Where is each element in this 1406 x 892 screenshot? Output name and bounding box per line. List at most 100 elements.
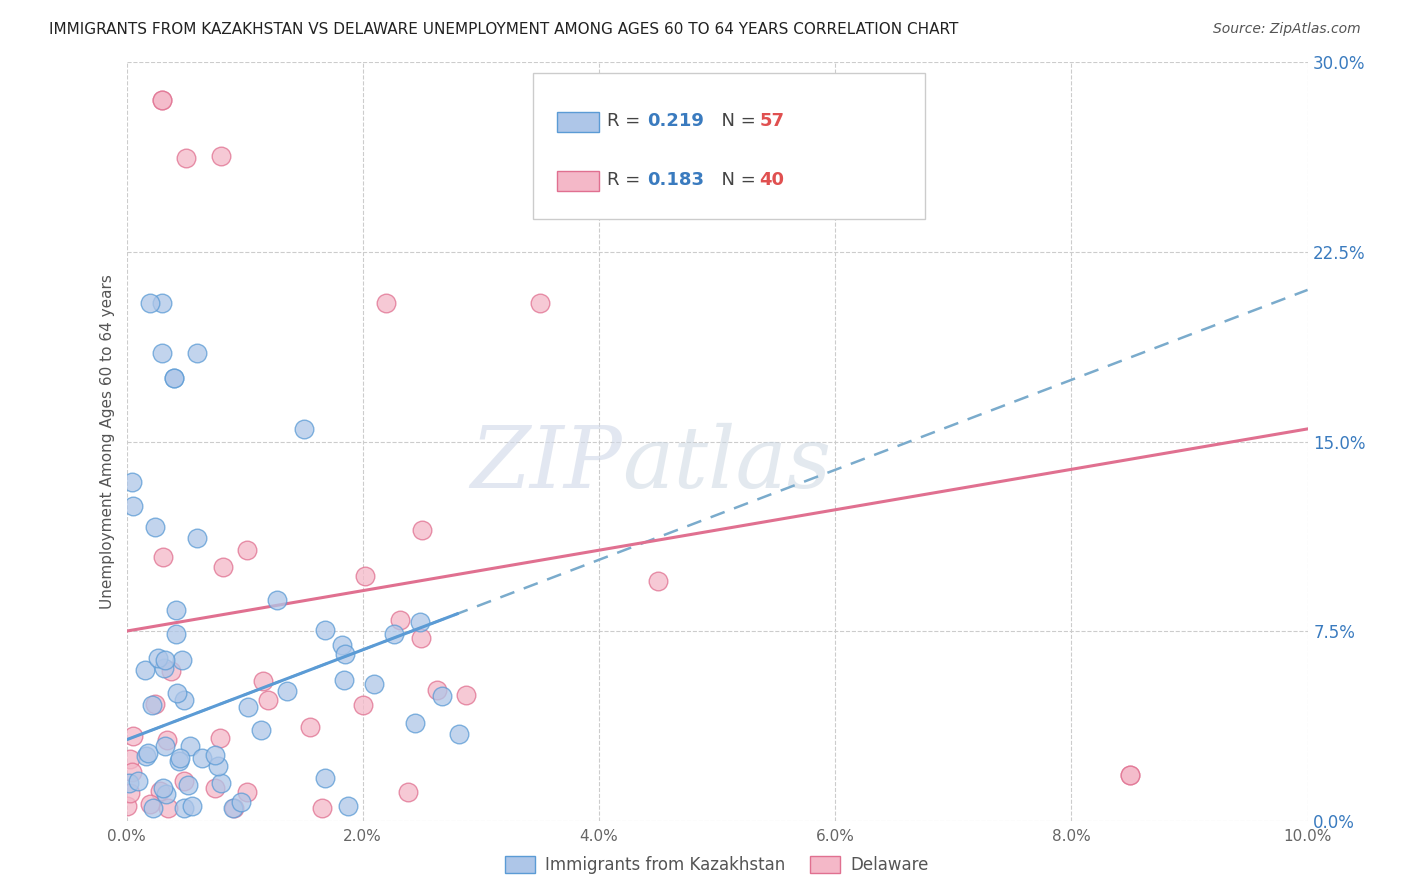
Point — [212, 560, 235, 574]
Point — [396, 785, 419, 799]
Text: R =: R = — [607, 171, 647, 189]
Text: R =: R = — [607, 112, 647, 130]
Text: atlas: atlas — [623, 423, 832, 506]
Point — [142, 801, 165, 815]
Point — [150, 346, 173, 360]
Text: 57: 57 — [759, 112, 785, 130]
Text: N =: N = — [710, 171, 762, 189]
Point — [143, 697, 166, 711]
Point — [375, 295, 398, 310]
Point — [336, 799, 359, 814]
Point — [209, 776, 232, 790]
Text: N =: N = — [710, 112, 762, 130]
Point — [117, 798, 139, 813]
Point — [169, 751, 191, 765]
Point — [404, 715, 426, 730]
Point — [135, 749, 157, 764]
Point — [146, 650, 169, 665]
Point — [235, 542, 257, 557]
Point — [447, 727, 470, 741]
Point — [150, 295, 173, 310]
Point — [173, 693, 195, 707]
Point — [266, 593, 288, 607]
Point — [150, 94, 173, 108]
Point — [314, 771, 336, 785]
Point — [204, 780, 226, 795]
Point — [149, 784, 172, 798]
Point — [236, 785, 259, 799]
Point — [1119, 768, 1142, 782]
Text: 0.183: 0.183 — [647, 171, 704, 189]
Text: 0.219: 0.219 — [647, 112, 703, 130]
Point — [426, 683, 449, 698]
Point — [354, 568, 377, 582]
Point — [127, 774, 149, 789]
Point — [333, 673, 356, 687]
Point — [139, 797, 162, 811]
Point — [159, 664, 181, 678]
Point — [150, 94, 173, 108]
Point — [181, 798, 204, 813]
Point — [141, 698, 163, 712]
Point — [157, 801, 180, 815]
Point — [173, 774, 195, 789]
Point — [118, 752, 141, 766]
Point — [143, 520, 166, 534]
Point — [118, 786, 141, 800]
Point — [224, 801, 246, 815]
Point — [153, 652, 176, 666]
Point — [121, 765, 143, 780]
Point — [335, 647, 357, 661]
Point — [152, 780, 174, 795]
Point — [209, 149, 232, 163]
Point — [292, 422, 315, 436]
Point — [209, 731, 232, 746]
Point — [236, 700, 259, 714]
Y-axis label: Unemployment Among Ages 60 to 64 years: Unemployment Among Ages 60 to 64 years — [100, 274, 115, 609]
Point — [167, 754, 190, 768]
Point — [165, 627, 187, 641]
Point — [276, 683, 298, 698]
Point — [173, 801, 195, 815]
Point — [152, 550, 174, 565]
Point — [311, 801, 333, 815]
Point — [529, 295, 551, 310]
Point — [163, 371, 186, 385]
Point — [456, 688, 478, 702]
Point — [314, 623, 336, 637]
Point — [156, 733, 179, 747]
Point — [231, 795, 253, 809]
Text: 40: 40 — [759, 171, 785, 189]
Point — [139, 295, 162, 310]
Point — [363, 677, 385, 691]
Point — [179, 739, 201, 753]
Point — [153, 661, 176, 675]
Point — [153, 739, 176, 753]
Point — [330, 638, 353, 652]
Point — [299, 720, 322, 734]
Point — [256, 693, 278, 707]
Point — [166, 686, 188, 700]
Point — [172, 653, 194, 667]
Text: IMMIGRANTS FROM KAZAKHSTAN VS DELAWARE UNEMPLOYMENT AMONG AGES 60 TO 64 YEARS CO: IMMIGRANTS FROM KAZAKHSTAN VS DELAWARE U… — [49, 22, 959, 37]
Point — [177, 778, 200, 792]
Text: ZIP: ZIP — [471, 423, 623, 506]
Point — [411, 523, 433, 537]
Point — [134, 663, 156, 677]
Point — [186, 346, 208, 360]
Point — [207, 759, 229, 773]
Point — [430, 689, 453, 703]
Point — [136, 747, 159, 761]
Point — [155, 787, 177, 801]
Point — [252, 673, 274, 688]
Point — [163, 371, 186, 385]
Point — [1119, 768, 1142, 782]
Point — [165, 603, 187, 617]
Point — [409, 631, 432, 645]
Point — [174, 152, 197, 166]
Point — [121, 499, 143, 513]
Text: Source: ZipAtlas.com: Source: ZipAtlas.com — [1213, 22, 1361, 37]
Point — [222, 801, 245, 815]
Point — [409, 615, 432, 629]
Point — [647, 574, 669, 588]
